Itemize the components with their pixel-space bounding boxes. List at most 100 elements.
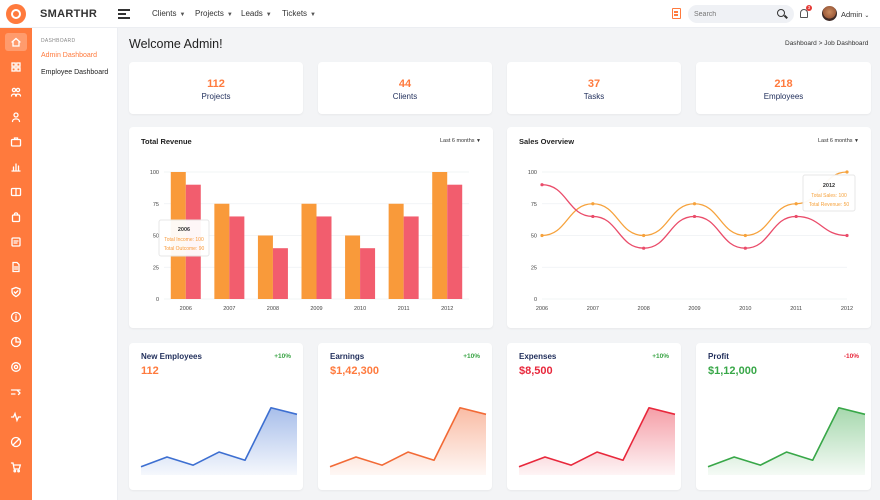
sidebar-icon-rail xyxy=(0,28,32,500)
bar-total-income[interactable] xyxy=(345,235,361,300)
bar-total-outcome[interactable] xyxy=(360,248,376,299)
tooltip-box xyxy=(802,174,856,212)
stat-label: Projects xyxy=(201,92,231,101)
mini-value: $1,12,000 xyxy=(708,365,757,377)
tooltip-year: 2012 xyxy=(823,183,835,189)
point-total-sales[interactable] xyxy=(845,170,849,174)
user-menu[interactable]: Admin ⌄ xyxy=(841,10,869,19)
search-input[interactable] xyxy=(694,8,774,20)
nav-clients[interactable]: Clients ▼ xyxy=(152,9,185,18)
apps-icon[interactable] xyxy=(10,61,22,73)
point-total-sales[interactable] xyxy=(642,233,646,238)
point-total-sales[interactable] xyxy=(591,202,595,206)
nav-label: Clients xyxy=(152,9,177,18)
ban-icon[interactable] xyxy=(10,436,22,448)
stat-card-clients[interactable]: 44 Clients xyxy=(318,62,492,114)
sparkline-line xyxy=(707,406,866,468)
bar-total-outcome[interactable] xyxy=(403,216,419,299)
brand-name[interactable]: SMARTHR xyxy=(40,8,98,20)
cart-icon[interactable] xyxy=(10,461,22,473)
mini-pct: +10% xyxy=(274,353,291,360)
chevron-down-icon: ▼ xyxy=(226,12,233,18)
point-total-revenue[interactable] xyxy=(540,183,544,187)
breadcrumb: Dashboard > Job Dashboard xyxy=(785,40,868,47)
home-icon[interactable] xyxy=(5,33,27,51)
x-tick-label: 2011 xyxy=(790,306,802,312)
y-tick-label: 0 xyxy=(534,297,537,303)
sidebar-item-admin-dashboard[interactable]: Admin Dashboard xyxy=(41,52,98,59)
breadcrumb-link[interactable]: Dashboard xyxy=(785,40,817,47)
search-icon[interactable] xyxy=(777,9,785,17)
card-title: Sales Overview xyxy=(519,137,575,146)
point-total-sales[interactable] xyxy=(540,233,544,238)
activity-icon[interactable] xyxy=(10,411,22,423)
menu-toggle-icon[interactable] xyxy=(118,9,130,19)
point-total-sales[interactable] xyxy=(743,233,747,238)
user-icon[interactable] xyxy=(10,111,22,123)
pie-icon[interactable] xyxy=(10,336,22,348)
point-total-revenue[interactable] xyxy=(743,246,747,250)
top-bar: SMARTHR Clients ▼ Projects ▼ Leads ▼ Ticket… xyxy=(0,0,880,28)
bar-total-income[interactable] xyxy=(301,203,317,299)
shield-icon[interactable] xyxy=(10,286,22,298)
point-total-sales[interactable] xyxy=(794,202,798,206)
stat-label: Employees xyxy=(763,92,804,101)
point-total-revenue[interactable] xyxy=(845,233,849,238)
sparkline-chart xyxy=(329,406,487,475)
mini-title: Profit xyxy=(708,352,729,361)
bar-total-income[interactable] xyxy=(388,203,404,299)
briefcase-icon[interactable] xyxy=(10,136,22,148)
search-box xyxy=(688,5,794,23)
logo-icon[interactable] xyxy=(6,4,26,24)
x-tick-label: 2009 xyxy=(688,306,700,312)
y-tick-label: 50 xyxy=(531,234,537,240)
stat-card-projects[interactable]: 112 Projects xyxy=(129,62,303,114)
point-total-revenue[interactable] xyxy=(692,214,697,219)
bell-icon[interactable] xyxy=(800,9,808,18)
bar-total-outcome[interactable] xyxy=(229,216,245,299)
bar-total-outcome[interactable] xyxy=(316,216,332,299)
stat-card-employees[interactable]: 218 Employees xyxy=(696,62,871,114)
x-tick-label: 2008 xyxy=(638,306,650,312)
shuffle-icon[interactable] xyxy=(10,386,22,398)
point-total-revenue[interactable] xyxy=(642,246,646,250)
revenue-bar-chart: 0 25 50 75 100 2006 2007 2008 2009 2010 2011 2012 2… xyxy=(150,170,469,312)
stat-value: 37 xyxy=(587,78,601,90)
bar-total-outcome[interactable] xyxy=(447,184,463,299)
bar-total-income[interactable] xyxy=(257,235,273,300)
sidebar-item-employee-dashboard[interactable]: Employee Dashboard xyxy=(41,69,109,76)
file-icon[interactable] xyxy=(10,236,22,248)
users-icon[interactable] xyxy=(10,86,22,98)
nav-projects[interactable]: Projects ▼ xyxy=(195,9,233,18)
x-tick-label: 2007 xyxy=(587,306,599,312)
point-total-sales[interactable] xyxy=(692,202,697,206)
range-dropdown[interactable]: Last 6 months ▼ xyxy=(818,138,859,144)
chevron-down-icon: ▼ xyxy=(310,12,316,18)
chart-icon[interactable] xyxy=(10,161,22,173)
bag-icon[interactable] xyxy=(10,211,22,223)
x-tick-label: 2010 xyxy=(739,306,751,312)
bar-total-outcome[interactable] xyxy=(272,248,288,299)
avatar[interactable] xyxy=(822,6,837,21)
sparkline-area xyxy=(519,407,675,475)
range-dropdown[interactable]: Last 6 months ▼ xyxy=(440,138,481,144)
bar-total-income[interactable] xyxy=(214,203,230,299)
info-icon[interactable] xyxy=(10,311,22,323)
page-title: Welcome Admin! xyxy=(129,37,223,51)
gear-icon[interactable] xyxy=(10,361,22,373)
sidebar-panel: DASHBOARD Admin Dashboard Employee Dashb… xyxy=(32,28,118,500)
document-icon[interactable] xyxy=(672,8,681,19)
bar-total-income[interactable] xyxy=(432,172,448,299)
chevron-down-icon: ⌄ xyxy=(864,13,870,19)
point-total-revenue[interactable] xyxy=(794,214,798,219)
nav-tickets[interactable]: Tickets ▼ xyxy=(282,9,316,18)
range-label: Last 6 months xyxy=(817,138,853,144)
caret-down-icon: ▼ xyxy=(476,138,481,144)
stat-card-tasks[interactable]: 37 Tasks xyxy=(507,62,681,114)
point-total-revenue[interactable] xyxy=(591,214,595,219)
chevron-down-icon: ▼ xyxy=(179,12,186,18)
id-card-icon[interactable] xyxy=(10,186,22,198)
document-icon[interactable] xyxy=(10,261,22,273)
nav-leads[interactable]: Leads ▼ xyxy=(241,9,272,18)
sales-line-chart: 0 25 50 75 100 2006 2007 2008 2009 2010 2011 2012 2… xyxy=(528,170,856,312)
